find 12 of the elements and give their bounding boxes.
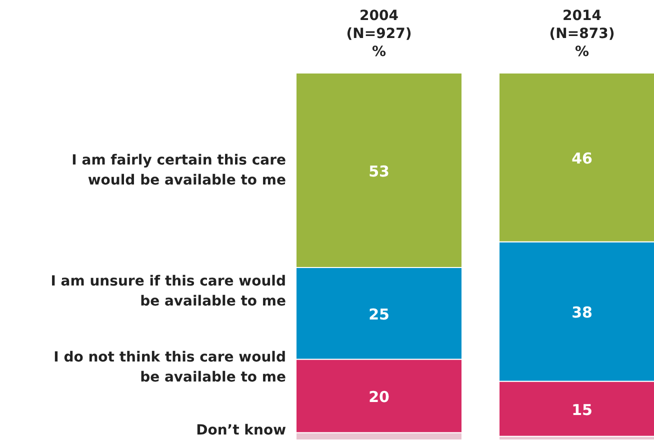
data-label: 46 [572, 149, 592, 168]
series-label: I am unsure if this care would be available to me [50, 274, 286, 310]
x-tick-label: 2014 (N=873) % [549, 8, 615, 60]
data-label: 25 [368, 305, 390, 324]
series-label: I do not think this care would be available to me [54, 349, 286, 386]
data-label: 38 [572, 304, 592, 322]
series-label: Don’t know [196, 422, 286, 439]
x-tick-label: 2004 (N=927) % [346, 8, 412, 60]
data-label: 20 [368, 388, 390, 406]
data-label: 53 [368, 162, 390, 180]
series-label: I am fairly certain this care would be available to me [72, 152, 286, 188]
data-label: 15 [572, 400, 592, 419]
